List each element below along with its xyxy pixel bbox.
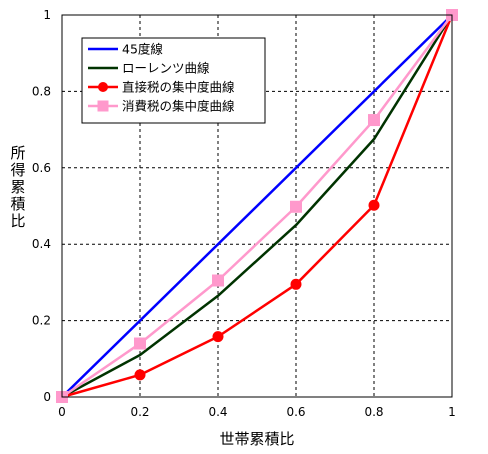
- y-tick-label-5: 1: [43, 8, 51, 22]
- series-3-point-4: [368, 114, 380, 127]
- y-axis-title-char-0: 所: [10, 144, 25, 162]
- series-2-point-3: [290, 278, 302, 290]
- y-tick-label-3: 0.6: [32, 161, 51, 175]
- legend-swatch-marker-3: [97, 100, 109, 112]
- x-tick-label-4: 0.8: [364, 405, 383, 419]
- y-axis-title-char-3: 積: [10, 195, 25, 213]
- series-2-point-1: [134, 369, 146, 381]
- y-tick-labels: 0 0.2 0.4 0.6 0.8 1: [32, 8, 51, 404]
- y-tick-label-2: 0.4: [32, 237, 51, 251]
- legend-label-3: 消費税の集中度曲線: [122, 99, 235, 114]
- series-3-point-2: [212, 274, 224, 287]
- legend-label-1: ローレンツ曲線: [122, 61, 210, 76]
- series-lines: [61, 14, 454, 399]
- series-line-1: [61, 14, 454, 399]
- x-axis-title: 世帯累積比: [219, 430, 294, 448]
- series-3-point-3: [290, 200, 302, 213]
- series-line-0: [61, 14, 453, 398]
- y-axis-title-char-4: 比: [10, 212, 25, 230]
- legend-label-0: 45度線: [122, 42, 163, 57]
- x-tick-labels: 0 0.2 0.4 0.6 0.8 1: [58, 405, 456, 419]
- series-3-point-1: [134, 337, 146, 350]
- series-line-2: [61, 14, 454, 399]
- series-line-3: [61, 14, 454, 399]
- y-tick-label-1: 0.2: [32, 314, 51, 328]
- y-axis-title-char-1: 得: [10, 161, 25, 179]
- y-tick-label-0: 0: [43, 390, 51, 404]
- legend-swatch-marker-2: [98, 82, 108, 92]
- plot-frame: [61, 14, 453, 398]
- x-tick-label-0: 0: [58, 405, 66, 419]
- x-tick-label-5: 1: [448, 405, 456, 419]
- series-2-point-4: [368, 199, 380, 211]
- legend-label-2: 直接税の集中度曲線: [122, 80, 235, 95]
- legend-box: [81, 37, 266, 124]
- series-2-point-2: [212, 331, 224, 343]
- x-tick-label-3: 0.6: [286, 405, 305, 419]
- x-tick-label-2: 0.4: [208, 405, 227, 419]
- y-tick-label-4: 0.8: [32, 84, 51, 98]
- x-tick-label-1: 0.2: [130, 405, 149, 419]
- y-axis-title-char-2: 累: [10, 178, 25, 196]
